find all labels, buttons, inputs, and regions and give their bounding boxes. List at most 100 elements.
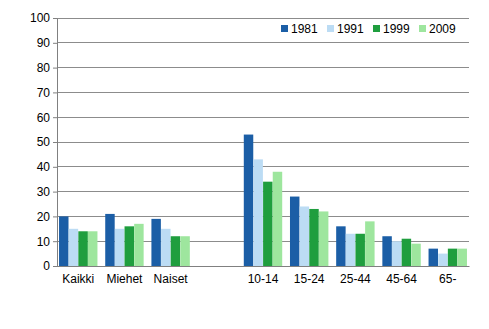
bar	[69, 229, 78, 266]
tick-mark	[53, 68, 57, 69]
tick-label: Naiset	[154, 272, 189, 286]
bar	[319, 211, 328, 266]
tick: 45-64	[386, 266, 417, 286]
bar	[402, 239, 411, 266]
tick-label: 70	[37, 86, 51, 100]
legend-swatch	[373, 25, 380, 32]
bar	[253, 159, 262, 266]
grid-line	[57, 67, 469, 68]
plot: 0 10 20 30 40 50 60 70 80 90 100 Kaikki Miehet Naiset…	[30, 11, 470, 285]
grid-line	[57, 166, 469, 167]
bar	[115, 229, 124, 266]
tick: 25-44	[340, 266, 371, 286]
grid-line	[57, 92, 469, 93]
grid-line	[57, 142, 469, 143]
tick-label: 15-24	[294, 272, 325, 286]
legend-label: 1981	[291, 22, 318, 36]
axis-line	[57, 19, 58, 267]
tick: 80	[37, 61, 57, 75]
tick-label: 0	[43, 259, 50, 273]
tick: 20	[37, 210, 57, 224]
x-axis: Kaikki Miehet Naiset 10-14 15-24 25-44 45-64 65…	[58, 266, 470, 286]
legend-item: 2009	[419, 22, 456, 36]
bar	[365, 221, 374, 266]
tick: 15-24	[294, 266, 325, 286]
y-axis: 0 10 20 30 40 50 60 70 80 90 100	[30, 11, 58, 273]
bar	[355, 234, 364, 266]
tick-mark	[53, 117, 57, 118]
legend-label: 2009	[429, 22, 456, 36]
tick: 10-14	[248, 266, 279, 286]
tick: 70	[37, 86, 57, 100]
tick: 40	[37, 160, 57, 174]
tick: 60	[37, 111, 57, 125]
tick: 100	[30, 11, 57, 25]
bar	[448, 249, 457, 266]
legend-swatch	[281, 25, 288, 32]
tick-label: 90	[37, 36, 51, 50]
axis-line	[58, 266, 470, 267]
grid	[57, 18, 469, 266]
grid-line	[57, 191, 469, 192]
bar	[180, 236, 189, 266]
tick: 30	[37, 185, 57, 199]
legend-swatch	[419, 25, 426, 32]
grid-line	[57, 216, 469, 217]
legend-item: 1991	[327, 22, 364, 36]
bar	[161, 229, 170, 266]
tick: Miehet	[106, 266, 143, 286]
bar	[300, 206, 309, 266]
bar	[78, 231, 87, 266]
tick: 0	[43, 259, 57, 273]
series	[78, 182, 457, 266]
legend-item: 1999	[373, 22, 410, 36]
tick-mark	[53, 216, 57, 217]
tick-label: 45-64	[386, 272, 417, 286]
tick-label: 100	[30, 11, 50, 25]
tick-label: 60	[37, 111, 51, 125]
bar	[171, 236, 180, 266]
legend: 1981 1991 1999 2009	[281, 22, 456, 36]
tick-label: 25-44	[340, 272, 371, 286]
tick: 10	[37, 235, 57, 249]
series	[59, 135, 438, 266]
tick-label: 80	[37, 61, 51, 75]
legend-swatch	[327, 25, 334, 32]
grid-line	[57, 18, 469, 19]
tick: 90	[37, 36, 57, 50]
tick-label: 20	[37, 210, 51, 224]
bar	[105, 214, 114, 266]
tick: 65-	[439, 266, 456, 286]
legend-item: 1981	[281, 22, 318, 36]
tick-label: 65-	[439, 272, 456, 286]
tick-label: 10	[37, 235, 51, 249]
bar	[244, 135, 253, 266]
bar	[309, 209, 318, 266]
bar	[59, 216, 68, 266]
bar	[346, 234, 355, 266]
tick-mark	[53, 92, 57, 93]
tick-label: Miehet	[106, 272, 143, 286]
bar	[438, 254, 447, 266]
tick-label: 10-14	[248, 272, 279, 286]
tick-mark	[53, 192, 57, 193]
bar	[429, 249, 438, 266]
bar	[392, 241, 401, 266]
grid-line	[57, 117, 469, 118]
tick-mark	[53, 142, 57, 143]
tick: 50	[37, 135, 57, 149]
bar	[382, 236, 391, 266]
bar	[88, 231, 97, 266]
tick-label: Kaikki	[62, 272, 94, 286]
tick: Kaikki	[62, 266, 94, 286]
tick-mark	[53, 167, 57, 168]
tick-mark	[53, 266, 57, 267]
grid-line	[57, 42, 469, 43]
tick-mark	[53, 43, 57, 44]
tick-label: 40	[37, 160, 51, 174]
bars	[59, 135, 467, 266]
tick-mark	[53, 18, 57, 19]
bar	[125, 226, 134, 266]
bar	[290, 197, 299, 266]
series	[88, 172, 467, 266]
